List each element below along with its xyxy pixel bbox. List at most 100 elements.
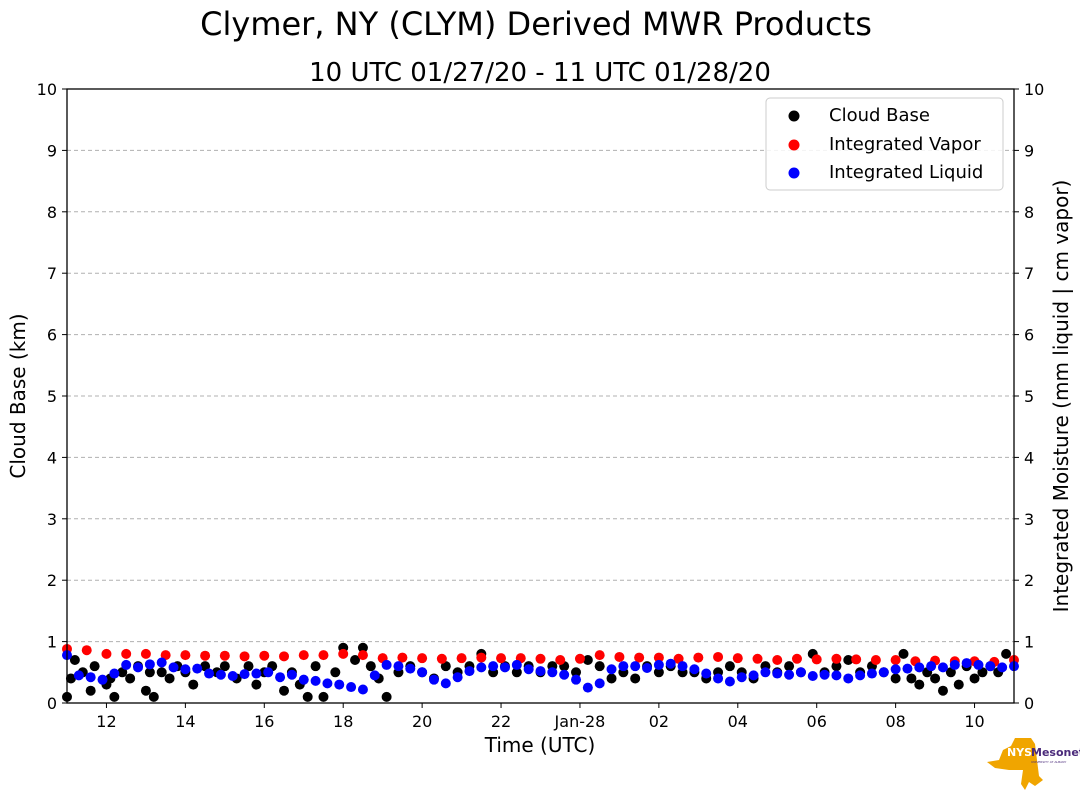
point-cloud-base	[164, 673, 175, 684]
point-integrated-liquid	[227, 670, 238, 681]
y-tick-label-left: 2	[47, 571, 57, 590]
point-integrated-liquid	[866, 668, 877, 679]
point-integrated-vapor	[259, 650, 270, 661]
x-tick-label: 20	[412, 712, 432, 731]
point-integrated-liquid	[724, 676, 735, 687]
point-cloud-base	[606, 673, 617, 684]
x-tick-label: 06	[807, 712, 827, 731]
point-integrated-vapor	[555, 655, 566, 666]
y-tick-label-right: 6	[1024, 326, 1034, 345]
y-tick-label-right: 5	[1024, 387, 1034, 406]
y-tick-label-right: 9	[1024, 141, 1034, 160]
x-tick-label: 08	[885, 712, 905, 731]
point-integrated-liquid	[121, 659, 132, 670]
point-cloud-base	[1001, 648, 1012, 659]
legend-box	[765, 97, 1004, 191]
point-integrated-vapor	[634, 652, 645, 663]
y-tick-label-right: 2	[1024, 571, 1034, 590]
x-axis-label: Time (UTC)	[484, 733, 596, 757]
point-integrated-vapor	[140, 648, 151, 659]
point-cloud-base	[945, 667, 956, 678]
point-integrated-vapor	[357, 650, 368, 661]
point-integrated-liquid	[819, 669, 830, 680]
point-integrated-vapor	[890, 655, 901, 666]
point-integrated-vapor	[811, 654, 822, 665]
point-integrated-vapor	[436, 653, 447, 664]
point-integrated-liquid	[204, 668, 215, 679]
series-integrated-liquid	[62, 650, 1019, 695]
point-integrated-liquid	[630, 661, 641, 672]
point-cloud-base	[144, 667, 155, 678]
legend-label-integrated-vapor: Integrated Vapor	[829, 134, 981, 155]
point-integrated-vapor	[338, 648, 349, 659]
point-cloud-base	[381, 691, 392, 702]
point-integrated-liquid	[914, 662, 925, 673]
point-integrated-liquid	[192, 663, 203, 674]
point-integrated-liquid	[144, 659, 155, 670]
point-integrated-liquid	[440, 678, 451, 689]
point-integrated-vapor	[653, 652, 664, 663]
y-tick-label-right: 3	[1024, 510, 1034, 529]
y-tick-label-right: 1	[1024, 633, 1034, 652]
point-integrated-vapor	[496, 653, 507, 664]
point-cloud-base	[630, 673, 641, 684]
point-cloud-base	[65, 673, 76, 684]
point-integrated-liquid	[571, 674, 582, 685]
point-integrated-vapor	[713, 651, 724, 662]
point-integrated-liquid	[961, 658, 972, 669]
point-cloud-base	[653, 667, 664, 678]
legend-marker-integrated-liquid	[788, 167, 800, 179]
legend-label-integrated-liquid: Integrated Liquid	[829, 162, 983, 183]
point-integrated-liquid	[642, 663, 653, 674]
y-tick-label-left: 6	[47, 326, 57, 345]
point-cloud-base	[594, 661, 605, 672]
point-integrated-liquid	[428, 674, 439, 685]
point-cloud-base	[914, 679, 925, 690]
point-integrated-liquid	[180, 664, 191, 675]
point-cloud-base	[109, 691, 120, 702]
point-cloud-base	[148, 691, 159, 702]
point-integrated-liquid	[937, 662, 948, 673]
point-cloud-base	[511, 667, 522, 678]
point-integrated-vapor	[417, 653, 428, 664]
point-integrated-liquid	[109, 668, 120, 679]
point-cloud-base	[906, 673, 917, 684]
logo-nys-text: NYS	[1007, 746, 1032, 759]
y-tick-label-left: 0	[47, 694, 57, 713]
point-integrated-liquid	[926, 661, 937, 672]
point-integrated-liquid	[523, 664, 534, 675]
y-tick-label-left: 4	[47, 448, 57, 467]
point-cloud-base	[302, 691, 313, 702]
y-tick-label-left: 3	[47, 510, 57, 529]
point-integrated-liquid	[511, 659, 522, 670]
point-cloud-base	[219, 661, 230, 672]
grid-lines	[67, 149, 1014, 643]
point-integrated-liquid	[310, 675, 321, 686]
point-cloud-base	[350, 655, 361, 666]
point-integrated-liquid	[653, 659, 664, 670]
point-integrated-liquid	[594, 678, 605, 689]
point-integrated-vapor	[121, 648, 132, 659]
y-tick-label-left: 10	[37, 80, 57, 99]
point-integrated-liquid	[286, 669, 297, 680]
point-integrated-liquid	[499, 662, 510, 673]
point-integrated-vapor	[456, 653, 467, 664]
point-integrated-liquid	[381, 659, 392, 670]
point-integrated-liquid	[677, 661, 688, 672]
point-cloud-base	[243, 661, 254, 672]
point-integrated-vapor	[752, 653, 763, 664]
point-integrated-liquid	[949, 659, 960, 670]
point-integrated-liquid	[997, 662, 1008, 673]
point-cloud-base	[571, 667, 582, 678]
y-tick-label-left: 8	[47, 203, 57, 222]
logo-brand-text: Mesonet	[1031, 746, 1080, 759]
point-integrated-liquid	[405, 663, 416, 674]
point-integrated-liquid	[713, 673, 724, 684]
point-integrated-liquid	[689, 664, 700, 675]
point-integrated-vapor	[693, 652, 704, 663]
point-cloud-base	[724, 661, 735, 672]
point-integrated-liquid	[784, 669, 795, 680]
point-integrated-liquid	[807, 670, 818, 681]
y-tick-label-right: 10	[1024, 80, 1044, 99]
